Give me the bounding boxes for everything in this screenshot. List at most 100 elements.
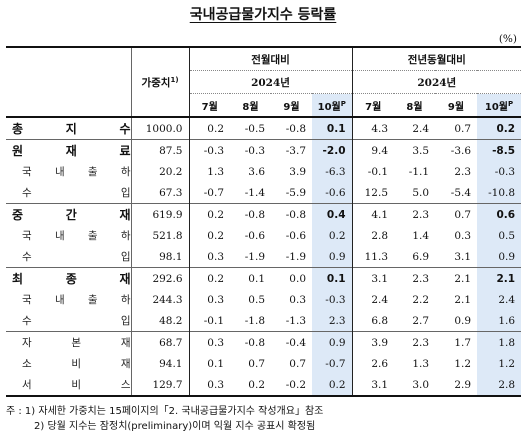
mom-value-cell: 0.5 [248,293,265,306]
mom-value-cell: 0.2 [312,225,353,246]
yoy-value-cell: 2.8 [351,225,395,246]
mom-value-cell: 0.4 [312,203,353,225]
year-yoy-header: 2024년 [351,70,522,94]
yoy-value-cell: 1.3 [412,357,430,370]
label-char: 자 [22,337,32,349]
month-header-current: 10월P [477,93,522,118]
label-char: 입 [120,187,131,199]
label-char: 입 [120,315,131,327]
yoy-value-cell: -8.5 [477,139,522,161]
mom-value-cell: -0.6 [244,229,265,242]
yoy-value-cell: 6.8 [351,310,395,332]
yoy-value-cell: 1.2 [454,357,472,370]
mom-value-cell: -1.9 [285,250,306,263]
label-char: 비 [71,379,82,391]
footnotes: 주 : 1) 자세한 가중치는 15페이지의「2. 국내공급물가지수 작성개요」… [6,404,323,434]
mom-value-cell: 0.2 [312,374,353,397]
label-char: 재 [119,272,131,286]
mom-value-cell: -6.3 [312,161,353,182]
mom-value-cell: 0.9 [312,331,353,353]
yoy-value-cell: 2.7 [412,314,430,327]
group-yoy-header: 전년동월대비 [351,46,522,71]
mom-value-cell: -0.8 [271,203,312,225]
yoy-value-cell: 0.7 [435,203,478,225]
yoy-value-cell: 2.4 [477,289,522,310]
label-char: 입 [120,251,131,263]
label-char: 출 [87,230,98,242]
label-char: 내 [54,230,65,242]
table-row: 수 입 98.1 0.3 -1.9 -1.9 0.9 11.3 6.9 3.1 0.9 [6,246,522,268]
label-char: 소 [22,358,32,370]
weight-cell: 129.7 [130,374,189,397]
mom-value-cell: 0.2 [188,267,230,289]
mom-value-cell: -0.6 [285,229,306,242]
label-char: 하 [120,294,131,306]
label-char: 료 [119,144,131,158]
table-row: 원 재 료 87.5 -0.3 -0.3 -3.7 -2.0 9.4 3.5 -3.6 -8.5 [6,139,522,161]
yoy-value-cell: 2.9 [435,374,478,397]
mom-value-cell: 3.9 [289,165,306,178]
mom-value-cell: -0.3 [188,139,230,161]
yoy-value-cell: 3.1 [351,374,395,397]
yoy-value-cell: 3.1 [351,267,395,289]
yoy-value-cell: 2.6 [351,353,395,374]
mom-value-cell: -5.9 [285,186,306,199]
label-char: 내 [54,166,65,178]
mom-value-cell: 0.0 [271,267,312,289]
label-char: 스 [120,379,131,391]
label-char: 수 [22,251,32,263]
footnote-2: 2) 당월 지수는 잠정치(preliminary)이며 익월 지수 공표시 확… [34,421,316,432]
yoy-value-cell: -0.3 [477,161,522,182]
mom-value-cell: -3.7 [271,139,312,161]
yoy-value-cell: 2.2 [412,293,430,306]
yoy-value-cell: 2.3 [394,203,436,225]
weight-cell: 619.9 [130,203,189,225]
weight-header: 가중치1) [130,46,189,118]
month-header: 7월 [188,93,230,118]
label-char: 중 [12,208,24,222]
yoy-value-cell: 2.3 [394,331,436,353]
label-header-cell [6,46,131,118]
mom-value-cell: -0.8 [271,116,312,140]
mom-value-cell: 0.3 [188,246,230,268]
label-char: 하 [120,166,131,178]
yoy-value-cell: 1.7 [435,331,478,353]
table-row: 서 비 스 129.7 0.3 0.2 -0.2 0.2 3.1 3.0 2.9 2.8 [6,374,522,397]
yoy-value-cell: 0.7 [435,116,478,140]
yoy-value-cell: 2.8 [477,374,522,397]
weight-cell: 98.1 [130,246,189,268]
mom-value-cell: 0.7 [289,357,306,370]
yoy-value-cell: 2.1 [454,293,472,306]
mom-value-cell: 0.7 [248,357,265,370]
label-char: 재 [120,358,131,370]
table-row: 수 입 48.2 -0.1 -1.8 -1.3 2.3 6.8 2.7 0.9 1.6 [6,310,522,332]
yoy-value-cell: 2.3 [394,267,436,289]
yoy-value-cell: 5.0 [412,186,430,199]
mom-value-cell: -0.3 [230,139,271,161]
label-char: 수 [22,187,32,199]
yoy-value-cell: 1.8 [477,331,522,353]
table-row: 국 내 출 하 521.8 0.2 -0.6 -0.6 0.2 2.8 1.4 0.3 0.5 [6,225,522,246]
label-char: 본 [71,337,82,349]
mom-value-cell: 0.9 [312,246,353,268]
yoy-value-cell: -1.1 [408,165,430,178]
yoy-value-cell: -10.8 [477,182,522,204]
table-row: 총 지 수 1000.0 0.2 -0.5 -0.8 0.1 4.3 2.4 0.7 0.2 [6,116,522,140]
yoy-value-cell: 0.5 [477,225,522,246]
label-char: 수 [119,122,131,136]
weight-cell: 48.2 [130,310,189,332]
